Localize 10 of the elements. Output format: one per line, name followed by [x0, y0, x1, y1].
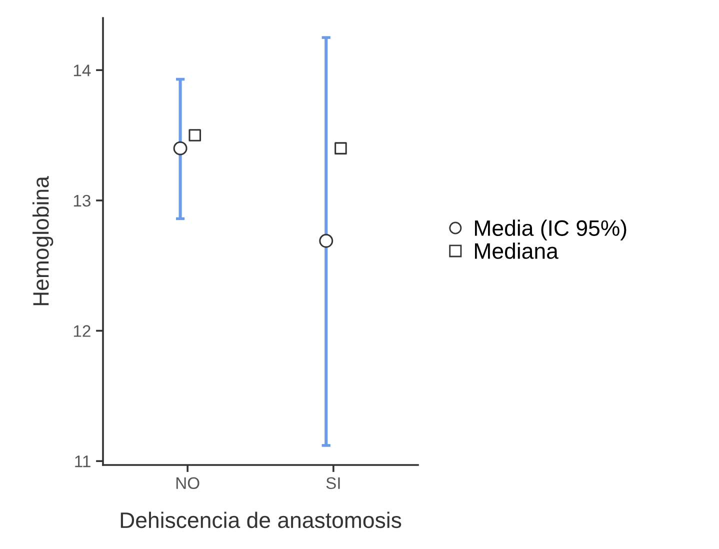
- y-axis-title: Hemoglobina: [32, 176, 54, 306]
- x-axis-title: Dehiscencia de anastomosis: [120, 512, 402, 528]
- y-tick-label: 13: [74, 194, 90, 207]
- legend-label: Mediana: [475, 242, 558, 259]
- x-tick-label: NO: [176, 477, 200, 490]
- x-tick-label: SI: [326, 477, 340, 490]
- y-tick-label: 11: [75, 456, 90, 468]
- y-tick-label: 14: [74, 64, 91, 76]
- y-tick-label: 12: [74, 325, 90, 337]
- legend-label: Media (IC 95%): [475, 220, 626, 240]
